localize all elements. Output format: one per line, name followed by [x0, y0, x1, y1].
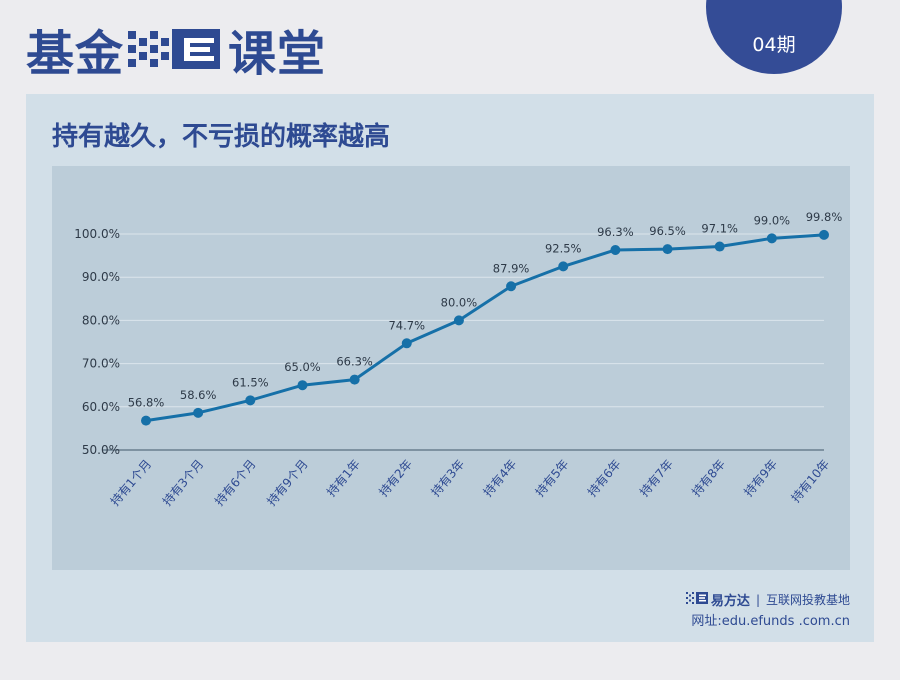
- data-point: [558, 261, 569, 272]
- data-label: 97.1%: [701, 222, 738, 236]
- data-point: [662, 244, 673, 255]
- x-tick-label: 持有3个月: [159, 456, 206, 508]
- data-point: [401, 338, 412, 349]
- data-point: [349, 374, 360, 385]
- data-point: [610, 244, 621, 255]
- data-point: [297, 380, 308, 391]
- data-point: [714, 241, 725, 252]
- x-tick-label: 持有6年: [584, 456, 624, 499]
- data-label: 87.9%: [493, 261, 530, 275]
- x-tick-label: 持有7年: [636, 456, 676, 499]
- y-tick-label: 60.0%: [82, 400, 120, 414]
- data-point: [193, 407, 204, 418]
- header-title-right: 课堂: [228, 26, 327, 82]
- footer-url: 网址:edu.efunds .com.cn: [691, 614, 850, 629]
- x-tick-label: 持有9年: [741, 456, 781, 499]
- series-line: [145, 233, 825, 423]
- data-label: 61.5%: [232, 375, 269, 389]
- y-tick-label: 70.0%: [82, 357, 120, 371]
- data-point: [245, 395, 256, 406]
- x-tick-label: 持有1个月: [107, 456, 154, 508]
- data-label: 80.0%: [441, 295, 478, 309]
- x-tick-label: 持有4年: [480, 456, 520, 499]
- x-tick-label: 持有2年: [376, 456, 416, 499]
- header-title: 基金 课堂: [26, 14, 326, 84]
- data-point: [766, 233, 777, 244]
- data-label: 74.7%: [388, 318, 425, 332]
- issue-number: 04期: [752, 34, 796, 56]
- data-label: 58.6%: [180, 388, 217, 402]
- line-chart: 50.0% 60.0% 70.0% 80.0% 90.0% 100.0% 56.8% 持有1个…: [74, 210, 843, 509]
- brand-slogan: 互联网投教基地: [765, 593, 850, 607]
- chart-title: 持有越久，不亏损的概率越高: [52, 122, 391, 152]
- y-tick-label: 50.0%: [82, 443, 120, 457]
- y-tick-label: 100.0%: [74, 227, 120, 241]
- data-point: [453, 315, 464, 326]
- data-label: 65.0%: [284, 360, 321, 374]
- x-tick-label: 持有3年: [428, 456, 468, 499]
- data-point: [506, 281, 517, 292]
- y-tick-label: 90.0%: [82, 270, 120, 284]
- header-title-left: 基金: [26, 26, 125, 82]
- brand-name: 易方达: [710, 594, 750, 609]
- data-label: 66.3%: [336, 355, 373, 369]
- data-label: 99.0%: [754, 213, 791, 227]
- data-label: 96.5%: [649, 224, 686, 238]
- efunds-small-logo-icon: [685, 592, 708, 607]
- y-tick-label: 80.0%: [82, 313, 120, 327]
- data-point: [819, 229, 829, 240]
- data-label: 96.3%: [597, 225, 634, 239]
- data-point: [141, 415, 151, 426]
- x-tick-label: 持有5年: [532, 456, 572, 499]
- efunds-logo-icon: [128, 27, 224, 71]
- x-tick-label: 持有1年: [323, 456, 363, 499]
- brand-separator: |: [755, 592, 760, 607]
- data-label: 99.8%: [806, 210, 843, 224]
- chart-area: 50.0% 60.0% 70.0% 80.0% 90.0% 100.0% 56.8% 持有1个…: [52, 166, 850, 570]
- x-tick-label: 持有6个月: [211, 456, 258, 508]
- x-tick-label: 持有9个月: [264, 456, 311, 508]
- x-tick-label: 持有8年: [688, 456, 728, 499]
- x-tick-label: 持有10年: [788, 456, 832, 505]
- data-label: 92.5%: [545, 241, 582, 255]
- content-panel: 持有越久，不亏损的概率越高 50.0% 60.0% 70.0% 80.0% 90.0% 1…: [26, 94, 874, 642]
- footer-brand: 易方达 | 互联网投教基地: [685, 590, 850, 609]
- data-label: 56.8%: [128, 396, 165, 410]
